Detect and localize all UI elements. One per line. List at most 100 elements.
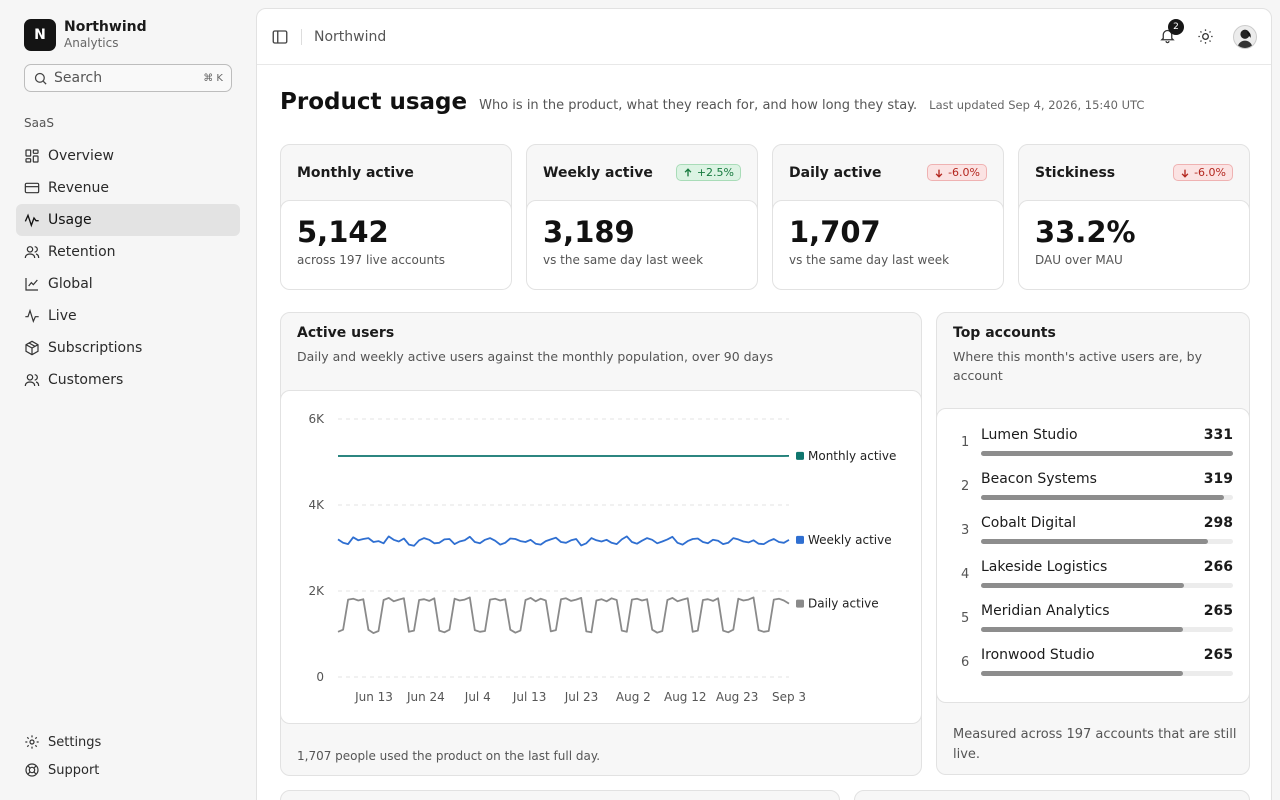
search-placeholder: Search — [54, 70, 103, 86]
card-subtitle: Where this month's active users are, by … — [953, 349, 1202, 383]
sidebar-item-support[interactable]: Support — [16, 756, 240, 784]
sidebar-item-subscriptions[interactable]: Subscriptions — [16, 332, 240, 364]
topbar: Northwind 2 — [257, 9, 1271, 65]
account-bar-fill — [981, 583, 1184, 588]
sidebar-footer-nav: Settings Support — [16, 728, 240, 784]
legend-swatch — [796, 535, 804, 544]
sidebar-item-global[interactable]: Global — [16, 268, 240, 300]
list-item[interactable]: 1 Lumen Studio 331 — [937, 423, 1249, 467]
active-users-card: Active users Daily and weekly active use… — [280, 312, 922, 776]
kpi-card-daily-active: Daily active -6.0% 1,707 vs the same day… — [772, 144, 1004, 290]
users-icon — [24, 374, 40, 387]
sidebar-toggle-button[interactable] — [271, 28, 289, 46]
next-card-right — [854, 790, 1250, 800]
sidebar-item-customers[interactable]: Customers — [16, 364, 240, 396]
sidebar-item-live[interactable]: Live — [16, 300, 240, 332]
x-tick-label: Sep 3 — [772, 690, 806, 704]
trend-badge: +2.5% — [675, 164, 741, 181]
kpi-card-weekly-active: Weekly active +2.5% 3,189 vs the same da… — [526, 144, 758, 290]
sun-icon — [1198, 28, 1213, 44]
account-value: 298 — [1203, 515, 1233, 531]
series-label: Daily active — [808, 597, 879, 611]
y-tick-label: 4K — [308, 498, 325, 512]
gear-icon — [25, 735, 39, 749]
brand-subtitle: Analytics — [64, 36, 119, 51]
pulse-icon — [25, 308, 39, 324]
brand[interactable]: N Northwind Analytics — [24, 19, 147, 51]
x-tick-label: Aug 12 — [664, 690, 707, 704]
list-item[interactable]: 2 Beacon Systems 319 — [937, 467, 1249, 511]
x-tick-label: Jul 13 — [512, 690, 547, 704]
page-title: Product usage — [280, 89, 468, 115]
series-line — [337, 596, 790, 635]
card-footer: Measured across 197 accounts that are st… — [953, 727, 1237, 763]
brand-logo: N — [24, 19, 56, 51]
account-bar-fill — [981, 451, 1233, 456]
trend-badge-value: +2.5% — [696, 166, 734, 179]
notifications-button[interactable]: 2 — [1159, 18, 1184, 47]
breadcrumb[interactable]: Northwind — [314, 28, 387, 45]
sidebar-item-overview[interactable]: Overview — [16, 140, 240, 172]
account-rank: 4 — [961, 567, 970, 582]
list-item[interactable]: 3 Cobalt Digital 298 — [937, 511, 1249, 555]
card-title: Active users — [297, 325, 395, 341]
legend-swatch — [796, 451, 804, 460]
search-input[interactable]: Search ⌘ K — [24, 64, 232, 92]
grid-icon — [25, 149, 39, 163]
account-bar-fill — [981, 539, 1208, 544]
arrow-down-icon — [1181, 169, 1189, 178]
page-header: Product usage Who is in the product, wha… — [280, 89, 1144, 115]
theme-toggle-button[interactable] — [1197, 28, 1215, 46]
sidebar-item-label: Subscriptions — [48, 340, 143, 356]
brand-name: Northwind — [64, 19, 147, 36]
account-bar — [981, 671, 1233, 676]
account-name: Cobalt Digital — [981, 515, 1077, 531]
sidebar-item-revenue[interactable]: Revenue — [16, 172, 240, 204]
account-value: 266 — [1203, 559, 1233, 575]
accounts-list: 1 Lumen Studio 331 2 Beacon Systems 319 … — [937, 408, 1249, 703]
x-tick-label: Jun 13 — [354, 690, 393, 704]
page-subtitle: Who is in the product, what they reach f… — [479, 98, 918, 113]
card-footer: 1,707 people used the product on the las… — [297, 749, 601, 763]
kpi-label: Monthly active — [297, 164, 414, 181]
avatar[interactable] — [1233, 24, 1257, 49]
list-item[interactable]: 4 Lakeside Logistics 266 — [937, 555, 1249, 599]
active-users-chart[interactable]: 0 2K 4K 6K Jun 13 Jun 24 Jul 4 Jul 13 Jul 23 Aug … — [281, 391, 922, 725]
kpi-note: across 197 live accounts — [297, 253, 446, 267]
kpi-note: DAU over MAU — [1035, 253, 1123, 267]
kpi-card-monthly-active: Monthly active 5,142 across 197 live acc… — [280, 144, 512, 290]
last-updated: Last updated Sep 4, 2026, 15:40 UTC — [929, 98, 1145, 112]
trend-badge: -6.0% — [927, 164, 987, 181]
series-line — [337, 535, 790, 547]
notification-count-badge: 2 — [1168, 18, 1184, 35]
package-icon — [25, 340, 39, 356]
x-tick-label: Aug 2 — [616, 690, 651, 704]
chart-area: 0 2K 4K 6K Jun 13 Jun 24 Jul 4 Jul 13 Jul 23 Aug … — [281, 390, 922, 725]
sidebar-item-label: Support — [48, 762, 100, 778]
nav-section-label: SaaS — [24, 116, 54, 130]
account-bar — [981, 627, 1233, 632]
list-item[interactable]: 5 Meridian Analytics 265 — [937, 599, 1249, 643]
kpi-card-stickiness: Stickiness -6.0% 33.2% DAU over MAU — [1018, 144, 1250, 290]
activity-icon — [24, 213, 39, 228]
sidebar-item-retention[interactable]: Retention — [16, 236, 240, 268]
account-name: Ironwood Studio — [981, 647, 1095, 663]
top-accounts-card: Top accounts Where this month's active u… — [936, 312, 1250, 775]
sidebar-item-label: Overview — [48, 148, 114, 164]
account-rank: 5 — [961, 611, 970, 626]
line-chart-icon — [25, 278, 38, 291]
y-tick-label: 2K — [308, 584, 325, 598]
account-value: 265 — [1203, 603, 1233, 619]
kpi-note: vs the same day last week — [543, 253, 704, 267]
sidebar-item-settings[interactable]: Settings — [16, 728, 240, 756]
sidebar-item-label: Customers — [48, 372, 124, 388]
x-tick-label: Jul 4 — [464, 690, 491, 704]
sidebar-item-label: Retention — [48, 244, 116, 260]
sidebar-item-usage[interactable]: Usage — [16, 204, 240, 236]
kpi-value: 1,707 — [789, 215, 881, 249]
user-avatar-icon — [1237, 29, 1253, 48]
main-panel: Northwind 2 Product usage Who is in the … — [256, 8, 1272, 800]
list-item[interactable]: 6 Ironwood Studio 265 — [937, 643, 1249, 687]
kpi-label: Daily active — [789, 164, 882, 181]
x-tick-label: Jul 23 — [564, 690, 599, 704]
